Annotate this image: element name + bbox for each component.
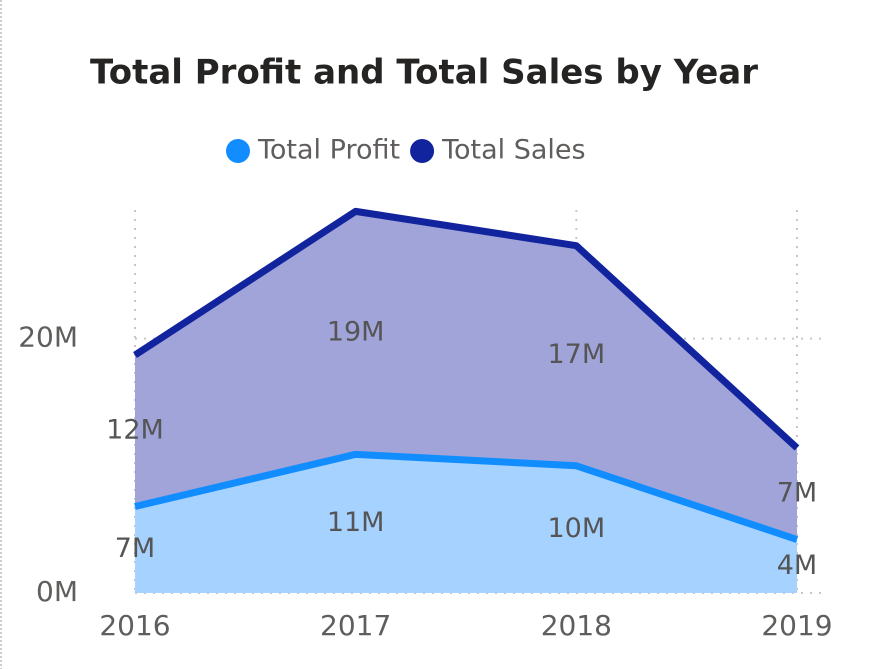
legend-label: Total Profit xyxy=(257,135,400,166)
x-tick-label: 2017 xyxy=(320,609,391,642)
y-tick-label: 0M xyxy=(36,575,78,608)
legend-label: Total Sales xyxy=(441,135,586,166)
data-label: 7M xyxy=(115,533,155,564)
data-label: 17M xyxy=(548,339,606,370)
chart-title: Total Profit and Total Sales by Year xyxy=(90,53,758,93)
data-label: 12M xyxy=(106,414,164,445)
x-tick-label: 2019 xyxy=(761,609,832,642)
x-tick-label: 2016 xyxy=(99,609,170,642)
legend-marker xyxy=(410,139,435,163)
data-label: 19M xyxy=(327,316,385,347)
data-label: 10M xyxy=(548,513,606,544)
legend-marker xyxy=(226,139,250,163)
line xyxy=(133,207,800,451)
area xyxy=(135,454,797,593)
y-tick-label: 20M xyxy=(18,321,78,354)
line xyxy=(134,450,799,543)
data-label: 11M xyxy=(327,507,385,538)
data-label: 7M xyxy=(777,477,817,508)
x-tick-label: 2018 xyxy=(541,609,612,642)
area xyxy=(135,211,797,540)
data-label: 4M xyxy=(777,550,817,581)
